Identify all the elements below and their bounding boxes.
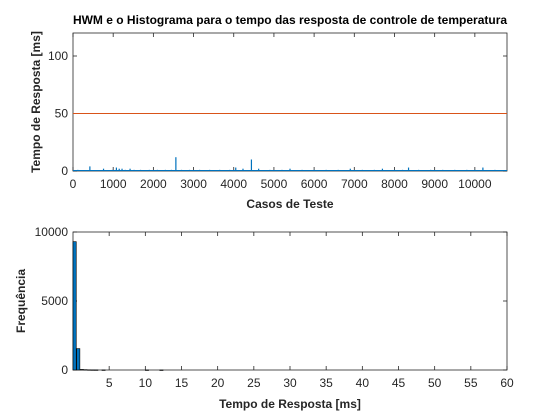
- top-x-tick-label: 5000: [261, 177, 288, 191]
- top-x-tick-label: 1000: [100, 177, 127, 191]
- bottom-x-tick-label: 60: [500, 376, 514, 390]
- top-x-tick-label: 4000: [220, 177, 247, 191]
- histogram-bar: [94, 369, 99, 371]
- top-x-axis-label: Casos de Teste: [246, 197, 333, 211]
- top-x-tick-label: 6000: [301, 177, 328, 191]
- bottom-y-tick-label: 5000: [41, 294, 68, 308]
- bottom-x-axis-label: Tempo de Resposta [ms]: [219, 397, 361, 411]
- bottom-x-tick-label: 5: [106, 376, 113, 390]
- histogram-bar: [79, 369, 84, 371]
- bottom-x-tick-label: 15: [175, 376, 189, 390]
- bottom-bars: [72, 241, 164, 371]
- histogram-bar: [159, 369, 164, 371]
- bottom-x-tick-label: 20: [211, 376, 225, 390]
- bottom-x-tick-label: 30: [283, 376, 297, 390]
- bottom-x-tick-label: 50: [428, 376, 442, 390]
- top-x-tick-label: 7000: [341, 177, 368, 191]
- bottom-x-tick-label: 25: [247, 376, 261, 390]
- top-y-axis-label: Tempo de Resposta [ms]: [29, 31, 43, 173]
- histogram-bar: [90, 369, 95, 371]
- top-y-tick-label: 50: [55, 107, 69, 121]
- top-y-ticks: 0 50 100: [48, 49, 507, 178]
- histogram-bar: [145, 369, 149, 371]
- bottom-y-axis-label: Frequência: [14, 269, 28, 333]
- histogram-bar: [87, 369, 92, 371]
- bottom-x-tick-label: 45: [392, 376, 406, 390]
- bottom-x-ticks: 5 10 15 20 25 30 35 40 45 50 55 60: [106, 232, 514, 390]
- histogram-bar: [83, 369, 88, 371]
- top-x-tick-label: 2000: [140, 177, 167, 191]
- top-series: [73, 113, 507, 172]
- top-x-tick-label: 9000: [421, 177, 448, 191]
- bottom-y-tick-label: 0: [61, 363, 68, 377]
- histogram-bar: [101, 369, 106, 371]
- bottom-y-ticks: 0 5000 10000: [35, 225, 507, 377]
- top-y-tick-label: 0: [61, 164, 68, 178]
- top-x-ticks: 0 1000 2000 3000 4000 5000 6000 7000 8000 9000 100…: [70, 33, 492, 191]
- top-x-tick-label: 3000: [180, 177, 207, 191]
- chart-title: HWM e o Histograma para o tempo das resp…: [73, 13, 507, 27]
- top-x-tick-label: 10000: [458, 177, 492, 191]
- top-x-tick-label: 0: [70, 177, 77, 191]
- top-plot-area: [72, 32, 508, 172]
- bottom-x-tick-label: 10: [139, 376, 153, 390]
- top-y-tick-label: 100: [48, 49, 68, 63]
- bottom-x-tick-label: 35: [319, 376, 333, 390]
- bottom-x-tick-label: 40: [356, 376, 370, 390]
- histogram-bar: [76, 348, 81, 371]
- bottom-y-tick-label: 10000: [35, 225, 69, 239]
- histogram-bar: [72, 241, 77, 371]
- bottom-x-tick-label: 55: [464, 376, 478, 390]
- top-x-tick-label: 8000: [381, 177, 408, 191]
- bottom-plot-area: [72, 231, 508, 371]
